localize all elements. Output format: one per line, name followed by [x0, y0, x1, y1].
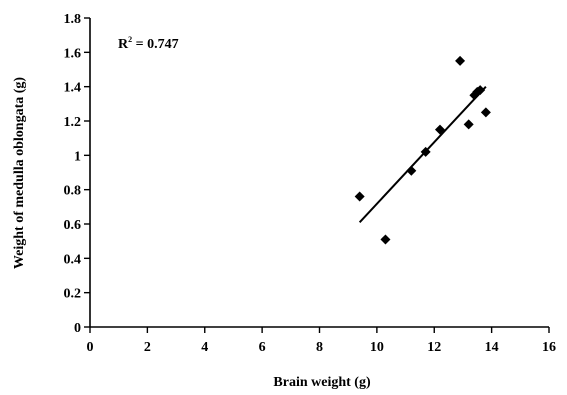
trendline — [358, 85, 487, 223]
data-point-diamond — [475, 85, 486, 96]
x-tick-label: 16 — [542, 340, 556, 355]
trendline-layer — [358, 85, 487, 223]
data-point-diamond — [420, 146, 431, 157]
y-tick-label: 1.2 — [64, 115, 82, 130]
data-point-diamond — [380, 234, 391, 245]
r-squared-superscript: 2 — [128, 35, 132, 44]
r-squared-annotation: R2 = 0.747 — [118, 35, 179, 52]
data-points — [354, 55, 491, 245]
y-tick-label: 0.4 — [64, 252, 82, 267]
y-tick-label: 1.8 — [64, 12, 82, 27]
y-tick-label: 0.8 — [64, 184, 82, 199]
data-point-diamond — [455, 55, 466, 66]
y-tick-label: 1.6 — [64, 46, 82, 61]
x-tick-label: 10 — [370, 340, 384, 355]
data-point-diamond — [354, 191, 365, 202]
x-axis-label: Brain weight (g) — [273, 375, 371, 390]
x-tick-label: 14 — [485, 340, 499, 355]
r-squared-value: = 0.747 — [132, 37, 178, 52]
x-tick-label: 8 — [316, 340, 323, 355]
y-axis-label: Weight of medulla oblongata (g) — [12, 77, 27, 269]
r-squared-base: R — [118, 37, 129, 52]
y-tick-label: 1 — [74, 149, 81, 164]
x-tick-label: 2 — [144, 340, 151, 355]
x-tick-label: 4 — [201, 340, 208, 355]
y-tick-label: 0.2 — [64, 287, 82, 302]
axes — [89, 18, 549, 328]
x-tick-label: 6 — [259, 340, 266, 355]
data-point-diamond — [463, 119, 474, 130]
y-tick-label: 0.6 — [64, 218, 82, 233]
x-tick-label: 12 — [427, 340, 441, 355]
data-point-diamond — [480, 107, 491, 118]
data-point-diamond — [434, 124, 445, 135]
data-point-diamond — [406, 165, 417, 176]
tick-labels: 0 2 4 6 8 10 12 14 16 0 0.2 0.4 0.6 0.8 1 1.2 1.4 1.6 1.8 — [64, 12, 557, 355]
tick-marks — [84, 17, 550, 333]
y-tick-label: 1.4 — [64, 81, 82, 96]
y-tick-label: 0 — [74, 321, 81, 336]
x-tick-label: 0 — [87, 340, 94, 355]
